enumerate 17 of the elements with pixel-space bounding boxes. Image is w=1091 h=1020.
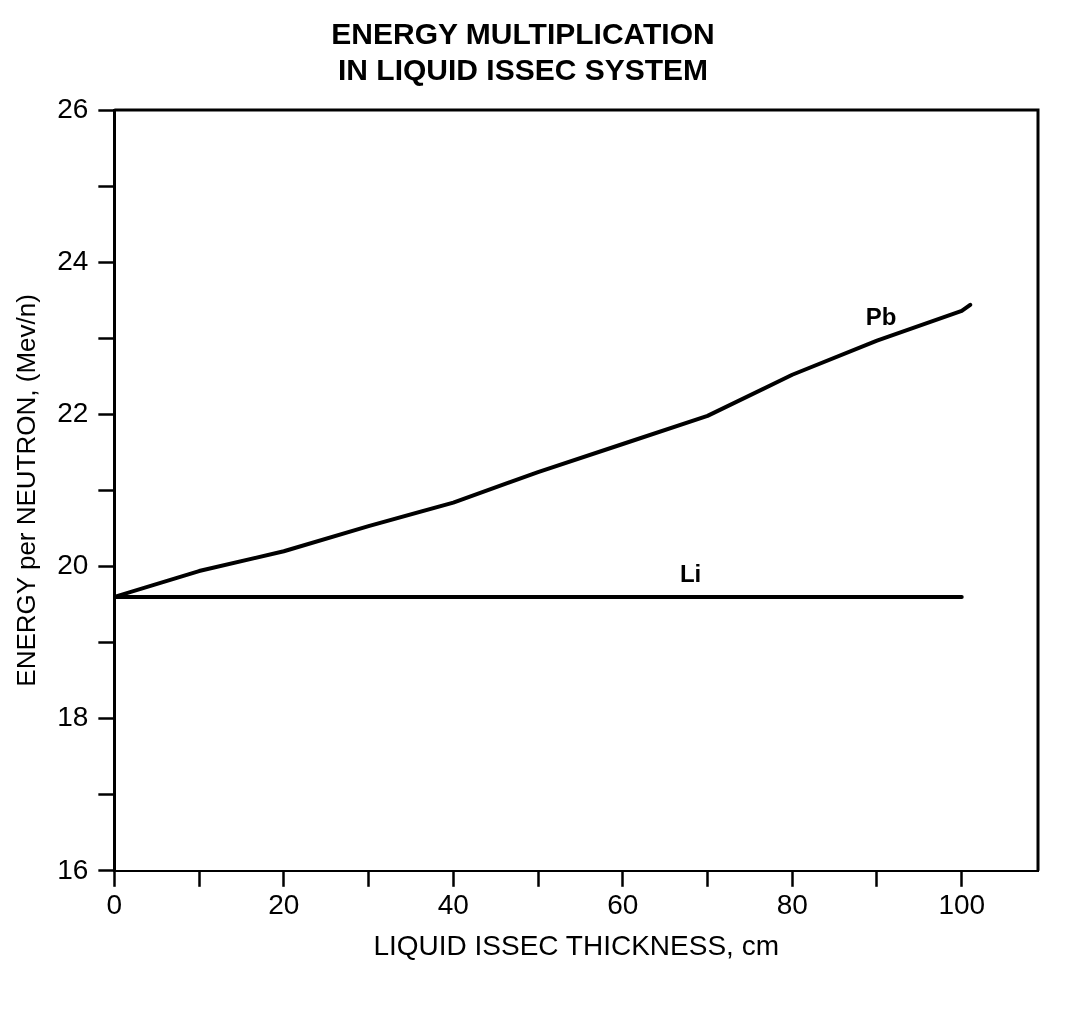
x-tick-label: 100 <box>938 889 986 921</box>
x-tick-label: 60 <box>607 889 639 921</box>
series-label: Pb <box>865 303 897 331</box>
y-tick-label: 22 <box>57 397 89 429</box>
x-tick-label: 20 <box>268 889 300 921</box>
y-tick-label: 24 <box>57 244 89 276</box>
chart-title: ENERGY MULTIPLICATION IN LIQUID ISSEC SYSTEM <box>331 17 715 87</box>
y-tick-label: 20 <box>57 549 89 581</box>
y-tick-label: 16 <box>57 853 89 885</box>
y-tick-label: 26 <box>57 92 89 124</box>
series-label: Li <box>679 559 702 587</box>
x-tick-label: 40 <box>437 889 469 921</box>
y-axis-title: ENERGY per NEUTRON, (Mev/n) <box>10 294 41 687</box>
y-tick-label: 18 <box>57 701 89 733</box>
x-axis-title: LIQUID ISSEC THICKNESS, cm <box>373 929 779 961</box>
x-tick-label: 80 <box>776 889 808 921</box>
x-tick-label: 0 <box>106 889 123 921</box>
